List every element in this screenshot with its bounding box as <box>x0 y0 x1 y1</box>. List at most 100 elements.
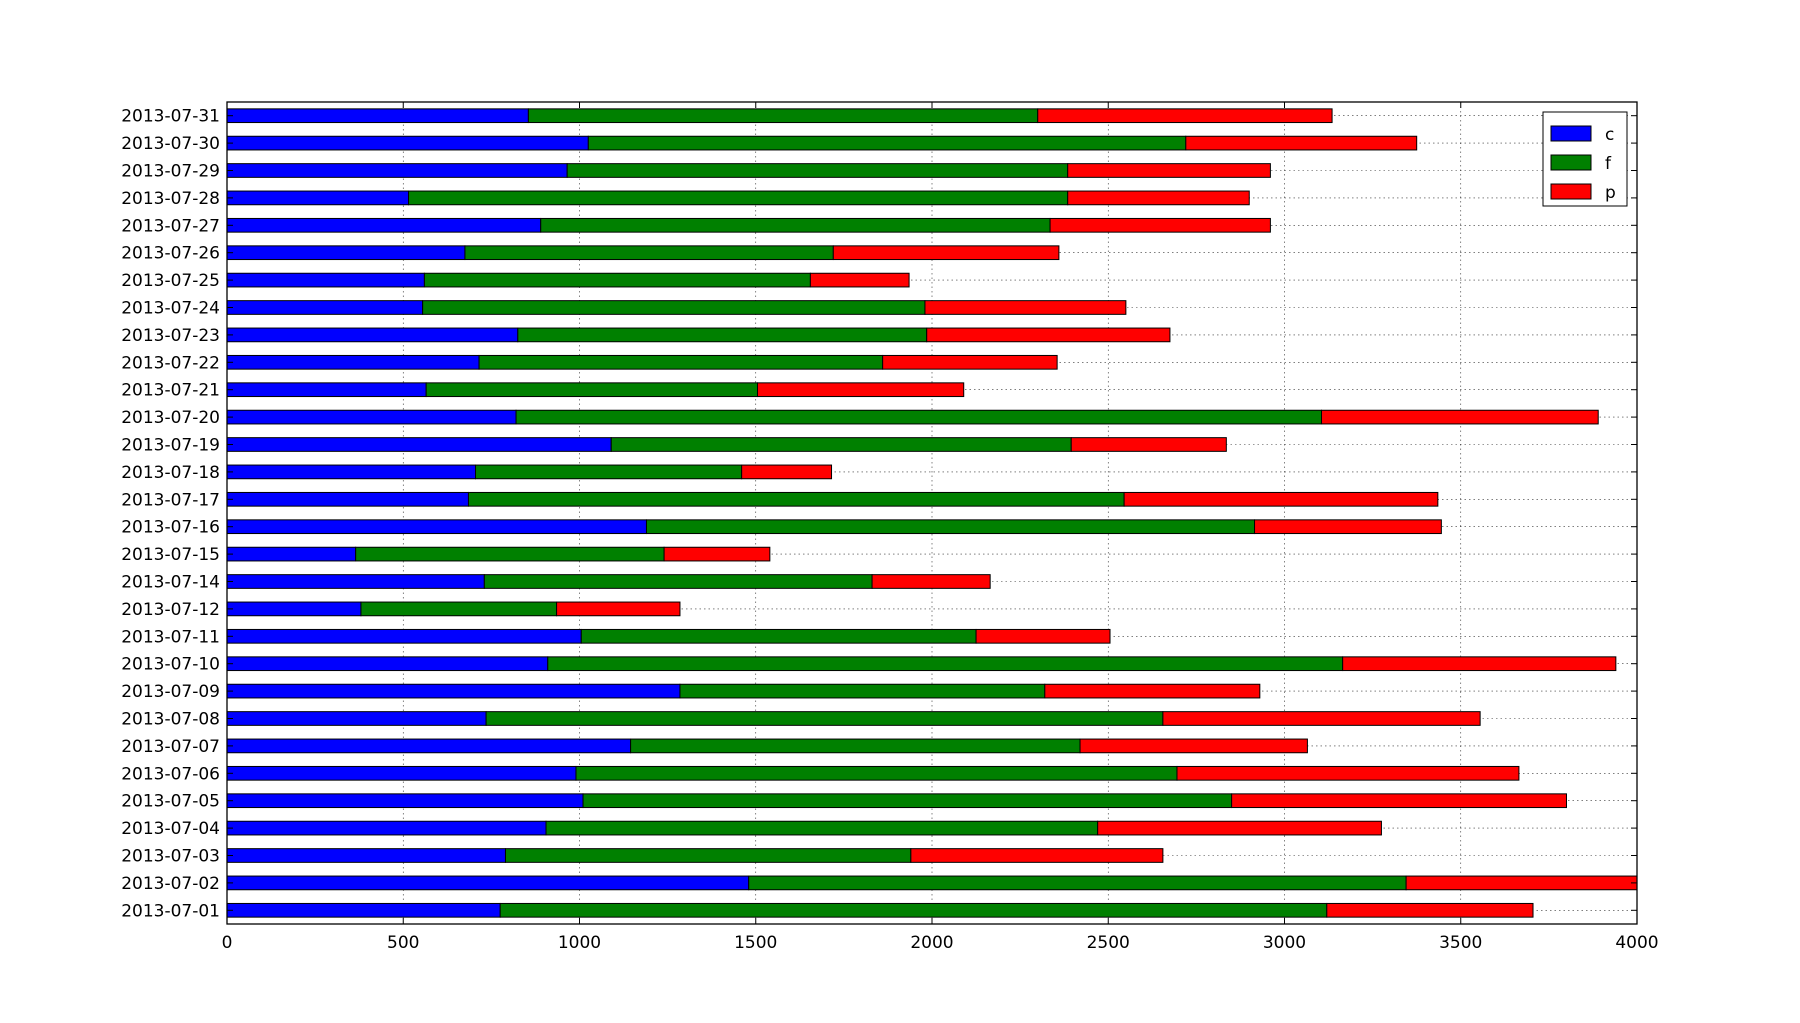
bar-p <box>1079 738 1308 754</box>
bar-p <box>924 300 1127 315</box>
legend-swatch-p <box>1550 183 1592 200</box>
y-tick-label: 2013-07-10 <box>121 655 220 675</box>
bar-f <box>360 601 558 617</box>
y-tick-label: 2013-07-22 <box>121 353 220 373</box>
bar-c <box>226 765 577 781</box>
bar-f <box>408 190 1069 206</box>
bar-p <box>757 382 965 398</box>
bar-p <box>975 628 1111 644</box>
x-tick-label: 1500 <box>734 933 777 953</box>
bar-p <box>663 546 771 562</box>
bar-f <box>464 245 834 261</box>
bar-c <box>226 327 519 343</box>
x-tick-label: 2000 <box>910 933 953 953</box>
x-tick-label: 0 <box>222 933 233 953</box>
bar-f <box>517 327 928 343</box>
bar-p <box>1321 409 1599 425</box>
bar-p <box>1176 765 1520 781</box>
bar-p <box>1185 135 1418 151</box>
y-tick-label: 2013-07-15 <box>121 545 220 565</box>
bar-f <box>499 902 1328 918</box>
bar-c <box>226 464 477 480</box>
bar-p <box>926 327 1171 343</box>
bar-p <box>1070 437 1227 452</box>
bar-c <box>226 245 466 261</box>
bar-c <box>226 683 681 699</box>
bar-f <box>566 163 1069 178</box>
y-tick-label: 2013-07-27 <box>121 216 220 236</box>
bar-f <box>630 738 1081 754</box>
y-tick-label: 2013-07-25 <box>121 271 220 291</box>
y-tick-label: 2013-07-02 <box>121 874 220 894</box>
bar-f <box>547 656 1344 672</box>
y-tick-label: 2013-07-09 <box>121 682 220 702</box>
x-tick-label: 1000 <box>558 933 601 953</box>
bar-p <box>809 272 910 288</box>
bar-f <box>422 300 926 315</box>
y-tick-label: 2013-07-30 <box>121 134 220 154</box>
bar-p <box>1037 108 1333 124</box>
bar-c <box>226 601 362 617</box>
bar-c <box>226 272 425 288</box>
y-tick-label: 2013-07-03 <box>121 847 220 867</box>
bar-f <box>423 272 811 288</box>
bar-c <box>226 163 568 178</box>
bar-c <box>226 354 480 370</box>
bar-p <box>1254 519 1442 535</box>
y-tick-label: 2013-07-19 <box>121 436 220 456</box>
bar-c <box>226 382 427 398</box>
legend-label-f: f <box>1605 154 1612 174</box>
bar-p <box>1231 793 1567 809</box>
y-tick-label: 2013-07-01 <box>121 901 220 921</box>
bar-c <box>226 519 647 535</box>
bar-p <box>832 245 1060 261</box>
bar-p <box>1067 163 1271 178</box>
bar-p <box>1405 875 1638 891</box>
bar-p <box>1342 656 1617 672</box>
bar-f <box>540 217 1051 233</box>
bar-c <box>226 300 424 315</box>
y-tick-label: 2013-07-29 <box>121 162 220 182</box>
y-tick-label: 2013-07-06 <box>121 764 220 784</box>
bar-c <box>226 491 469 507</box>
legend-swatch-f <box>1550 154 1592 171</box>
legend-label-p: p <box>1605 183 1616 203</box>
bar-c <box>226 656 549 672</box>
y-tick-label: 2013-07-18 <box>121 463 220 483</box>
x-tick-label: 2500 <box>1087 933 1130 953</box>
bar-f <box>587 135 1187 151</box>
x-tick-label: 3000 <box>1263 933 1306 953</box>
bar-p <box>882 354 1058 370</box>
bar-c <box>226 738 632 754</box>
bar-p <box>871 574 991 589</box>
bar-c <box>226 793 584 809</box>
bar-f <box>679 683 1046 699</box>
bar-f <box>610 437 1072 452</box>
bar-p <box>1067 190 1250 206</box>
bar-c <box>226 217 542 233</box>
bar-c <box>226 574 485 589</box>
bar-f <box>582 793 1233 809</box>
bar-p <box>556 601 681 617</box>
bar-f <box>515 409 1323 425</box>
y-tick-label: 2013-07-08 <box>121 710 220 730</box>
y-tick-label: 2013-07-20 <box>121 408 220 428</box>
bar-f <box>355 546 665 562</box>
x-tick-label: 3500 <box>1439 933 1482 953</box>
y-tick-label: 2013-07-28 <box>121 189 220 209</box>
bar-c <box>226 437 612 452</box>
bars-layer <box>226 108 1638 918</box>
bar-p <box>1049 217 1271 233</box>
x-tick-label: 500 <box>387 933 419 953</box>
y-tick-label: 2013-07-11 <box>121 627 220 647</box>
bar-p <box>741 464 833 480</box>
ticks-layer: 0 500 1000 1500 2000 2500 3000 3500 4000 2013-07-… <box>121 102 1659 953</box>
bar-c <box>226 848 506 863</box>
bar-f <box>478 354 884 370</box>
bar-c <box>226 546 357 562</box>
bar-c <box>226 902 501 918</box>
bar-p <box>1162 711 1481 726</box>
y-tick-label: 2013-07-16 <box>121 518 220 538</box>
y-tick-label: 2013-07-17 <box>121 490 220 510</box>
